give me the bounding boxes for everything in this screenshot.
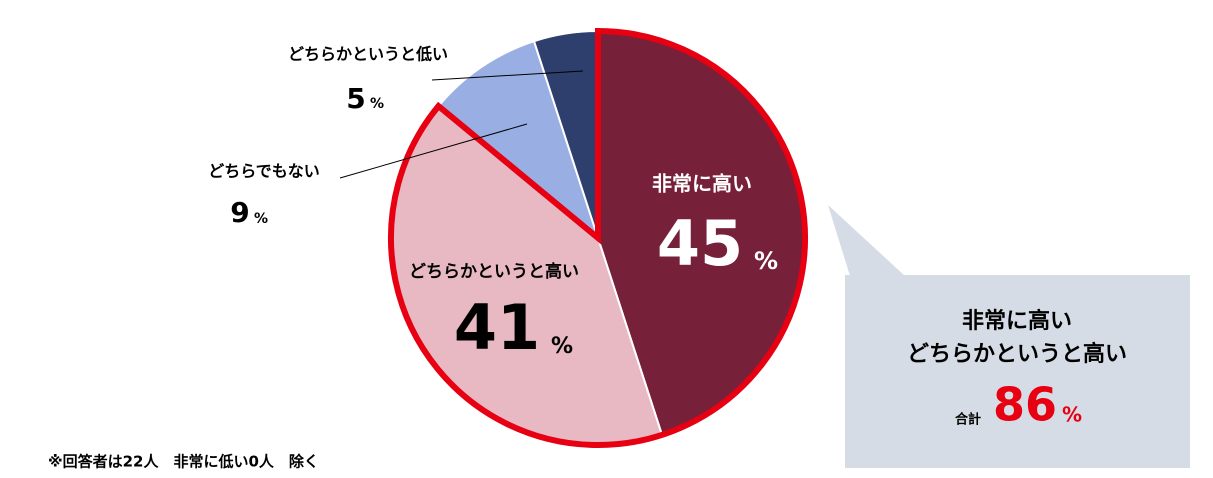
value-unit: %: [254, 211, 268, 227]
slice-label: 非常に高い: [652, 172, 752, 196]
leader-line: [431, 70, 584, 81]
value-label: 45: [657, 207, 743, 280]
value-unit: %: [370, 96, 384, 112]
value-label: 41: [454, 291, 540, 364]
pie-slice: [437, 39, 601, 241]
value-label: 5: [346, 82, 365, 115]
callout-unit: %: [1062, 403, 1082, 427]
value-unit: %: [754, 247, 778, 275]
leader-line: [339, 123, 528, 179]
callout-line: 非常に高い: [962, 308, 1072, 334]
callout-total-label: 合計: [955, 412, 981, 428]
slice-label: どちらかというと低い: [288, 45, 448, 64]
callout-box: [845, 275, 1190, 468]
footnote: ※回答者は22人 非常に低い0人 除く: [48, 453, 319, 471]
value-label: 9: [230, 196, 249, 229]
slice-label: どちらでもない: [208, 162, 320, 181]
slice-label: どちらかというと高い: [409, 261, 579, 282]
highlight-outline: [388, 27, 808, 448]
value-unit: %: [551, 334, 573, 359]
callout-line: どちらかというと高い: [907, 341, 1127, 367]
callout-pointer: [828, 205, 905, 276]
callout-total: 86: [993, 378, 1057, 432]
